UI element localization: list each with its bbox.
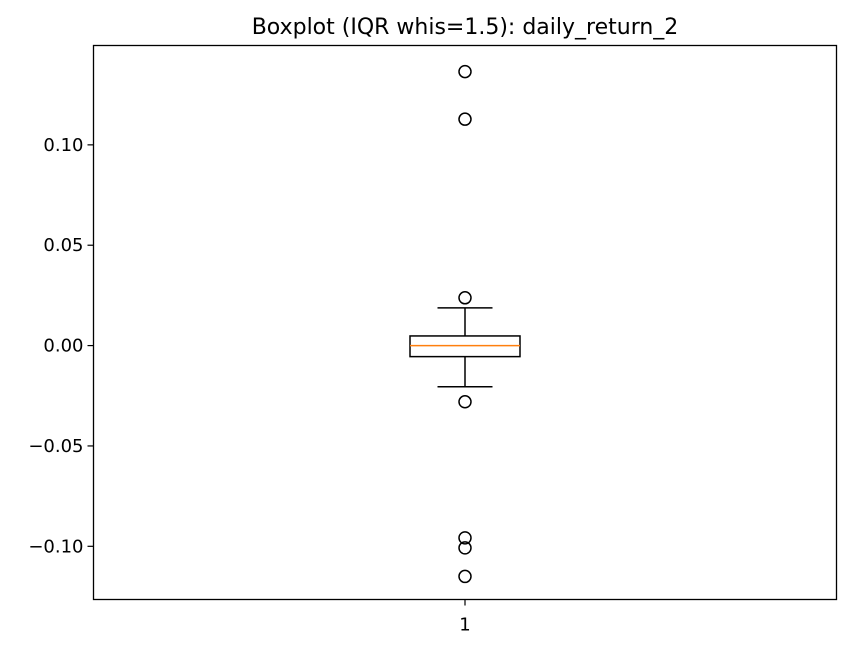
y-tick-label: 0.10 — [43, 135, 83, 156]
x-axis: 1 — [459, 599, 471, 636]
chart-title: Boxplot (IQR whis=1.5): daily_return_2 — [252, 15, 679, 40]
outlier-point — [458, 569, 472, 584]
y-tick-label: 0.05 — [43, 235, 83, 256]
outlier-point — [458, 112, 472, 126]
y-tick-label: −0.05 — [28, 436, 83, 457]
y-tick-label: 0.00 — [43, 336, 83, 357]
x-tick-label: 1 — [459, 615, 470, 636]
plot-frame — [92, 44, 838, 601]
outlier-point — [458, 541, 472, 555]
y-axis: −0.10 −0.05 0.00 0.05 0.10 — [28, 135, 94, 557]
outlier-point — [458, 64, 472, 79]
outlier-point — [458, 291, 472, 305]
outlier-point — [458, 531, 472, 545]
outlier-point — [458, 395, 472, 409]
y-tick-label: −0.10 — [28, 536, 83, 557]
plot-area — [409, 64, 521, 584]
